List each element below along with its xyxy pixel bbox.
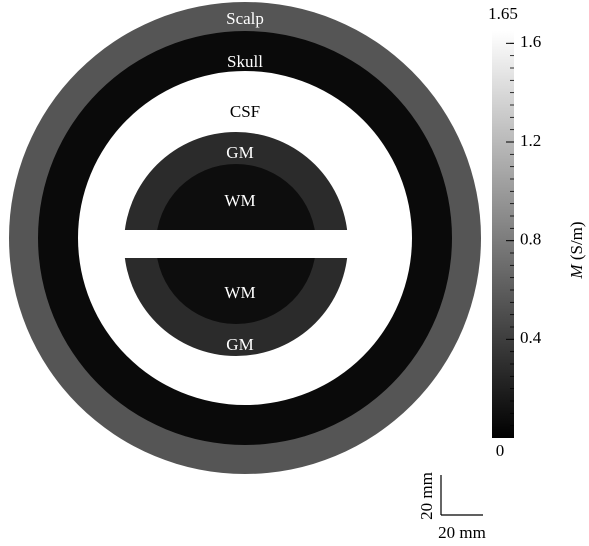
scale-label: 20 mm — [438, 523, 486, 542]
colorbar-max-label: 1.65 — [488, 4, 518, 23]
region-label: WM — [224, 283, 255, 302]
region-label: WM — [224, 191, 255, 210]
tick-label: 1.6 — [520, 32, 541, 51]
unit: (S/m) — [567, 221, 586, 260]
colorbar-gradient — [492, 31, 514, 438]
region-label: GM — [226, 143, 253, 162]
colorbar-label: M (S/m) — [567, 221, 586, 279]
region-label: Skull — [227, 52, 263, 71]
symbol: M — [567, 264, 586, 280]
tick-label: 0.4 — [520, 328, 542, 347]
page: {"regions": {"scalp": "Scalp", "skull": … — [0, 0, 589, 546]
scale-label: 20 mm — [417, 472, 436, 520]
colorbar-min-label: 0 — [496, 441, 505, 460]
figure: Scalp Skull CSF GM WM WM GM 1.65 0 M (S/… — [0, 0, 589, 546]
region-label: CSF — [230, 102, 260, 121]
tick-label: 1.2 — [520, 131, 541, 150]
region-label: GM — [226, 335, 253, 354]
colorbar: 1.65 0 M (S/m) 0.4 0.8 1.2 1.6 — [488, 4, 586, 460]
region-label: Scalp — [226, 9, 264, 28]
tick-label: 0.8 — [520, 230, 541, 249]
head-model: Scalp Skull CSF GM WM WM GM — [9, 2, 481, 474]
scale-bar: 20 mm 20 mm — [417, 472, 486, 542]
